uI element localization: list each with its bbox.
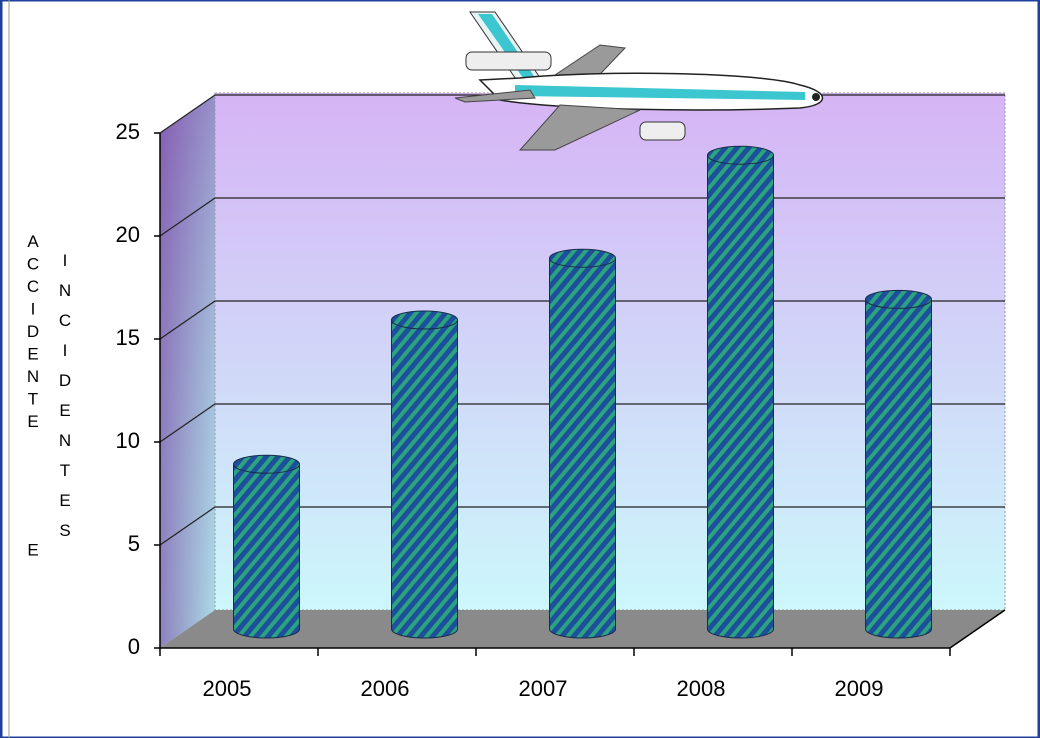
airplane	[454, 11, 823, 151]
bar-top	[549, 248, 616, 268]
x-tick-label: 2007	[519, 676, 568, 701]
bar	[391, 319, 458, 639]
x-tick-label: 2006	[361, 676, 410, 701]
y-tick-label: 20	[116, 222, 140, 247]
bar-top	[865, 289, 932, 309]
x-tick-label: 2008	[677, 676, 726, 701]
x-tick-label: 2005	[203, 676, 252, 701]
bar	[707, 154, 774, 639]
bars	[233, 145, 932, 639]
bar-top	[707, 145, 774, 165]
bar-top	[233, 454, 300, 474]
x-tick-label: 2009	[835, 676, 884, 701]
y-tick-label: 25	[116, 119, 140, 144]
bar	[233, 463, 300, 639]
bar	[549, 257, 616, 639]
bar	[865, 298, 932, 639]
y-tick-label: 0	[128, 634, 140, 659]
y-tick-label: 5	[128, 531, 140, 556]
y-tick-label: 15	[116, 325, 140, 350]
y-tick-label: 10	[116, 428, 140, 453]
left-wall-shade	[160, 95, 215, 648]
bar-top	[391, 310, 458, 330]
